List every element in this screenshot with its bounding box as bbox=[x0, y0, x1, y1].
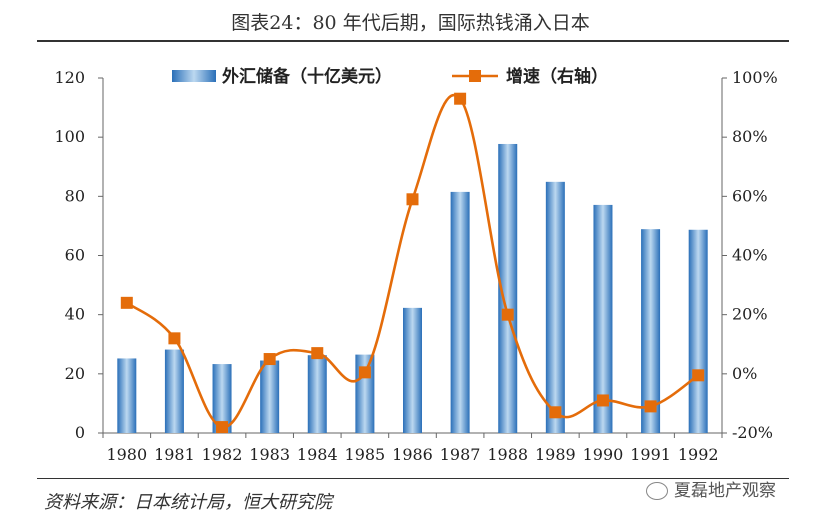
left-tick-label: 0 bbox=[75, 423, 85, 442]
x-tick-label: 1991 bbox=[630, 445, 671, 464]
line-point bbox=[358, 366, 371, 379]
bar bbox=[164, 349, 184, 433]
bar bbox=[212, 364, 232, 433]
bar bbox=[593, 204, 613, 433]
x-tick-label: 1990 bbox=[583, 445, 624, 464]
left-tick-label: 80 bbox=[65, 186, 85, 205]
line-point bbox=[644, 400, 657, 413]
x-tick-label: 1980 bbox=[106, 445, 147, 464]
x-tick-label: 1983 bbox=[249, 445, 290, 464]
bar bbox=[545, 181, 565, 433]
x-tick-label: 1987 bbox=[440, 445, 481, 464]
bar bbox=[498, 143, 518, 434]
line-point bbox=[216, 421, 229, 434]
right-tick-label: 80% bbox=[732, 127, 768, 146]
line-point bbox=[406, 193, 419, 206]
right-tick-label: 20% bbox=[732, 305, 768, 324]
right-tick-label: 40% bbox=[732, 246, 768, 265]
right-tick-label: 0% bbox=[732, 364, 757, 383]
x-tick-label: 1988 bbox=[487, 445, 528, 464]
page-title: 图表24：80 年代后期，国际热钱涌入日本 bbox=[231, 12, 590, 34]
wechat-icon bbox=[646, 482, 668, 500]
bar bbox=[307, 355, 327, 433]
line-series bbox=[120, 92, 705, 434]
right-tick-label: 60% bbox=[732, 186, 768, 205]
x-tick-label: 1992 bbox=[678, 445, 719, 464]
footer-divider bbox=[37, 478, 789, 479]
bar-series bbox=[117, 143, 708, 434]
x-tick-label: 1989 bbox=[535, 445, 576, 464]
bar bbox=[641, 229, 661, 433]
axes: 0 20 40 60 80 100 120 -20% 0% 20% 40% 60% 80% 100% 198… bbox=[54, 68, 777, 464]
x-tick-label: 1982 bbox=[202, 445, 243, 464]
line-point bbox=[120, 296, 133, 309]
legend-line-label: 增速（右轴） bbox=[506, 66, 608, 87]
bar bbox=[403, 307, 422, 433]
line-point bbox=[549, 406, 562, 419]
line-point bbox=[454, 92, 467, 105]
line-point bbox=[263, 353, 276, 366]
left-tick-label: 40 bbox=[65, 305, 85, 324]
x-tick-label: 1986 bbox=[392, 445, 433, 464]
legend-bar-label: 外汇储备（十亿美元） bbox=[222, 66, 392, 87]
bar bbox=[260, 360, 280, 433]
line-point bbox=[311, 347, 324, 360]
right-tick-label: 100% bbox=[732, 68, 778, 87]
watermark-text: 夏磊地产观察 bbox=[674, 481, 776, 501]
left-tick-label: 120 bbox=[54, 68, 85, 87]
right-tick-label: -20% bbox=[732, 423, 773, 442]
bar bbox=[688, 229, 708, 433]
title-divider bbox=[37, 40, 789, 42]
x-tick-label: 1985 bbox=[345, 445, 386, 464]
left-tick-label: 60 bbox=[65, 246, 85, 265]
bar bbox=[450, 191, 470, 433]
x-tick-label: 1984 bbox=[297, 445, 338, 464]
x-tick-label: 1981 bbox=[154, 445, 195, 464]
line-point bbox=[692, 369, 705, 382]
watermark: 夏磊地产观察 bbox=[646, 476, 776, 501]
legend-bar-swatch bbox=[172, 70, 216, 82]
line-point bbox=[501, 308, 514, 321]
left-tick-label: 100 bbox=[54, 127, 85, 146]
line-point bbox=[596, 394, 609, 407]
left-tick-label: 20 bbox=[65, 364, 85, 383]
bar bbox=[117, 358, 137, 433]
legend: 外汇储备（十亿美元） 增速（右轴） bbox=[172, 66, 608, 87]
source-note: 资料来源：日本统计局，恒大研究院 bbox=[44, 492, 332, 513]
line-point bbox=[168, 332, 181, 345]
legend-line-marker bbox=[469, 70, 481, 82]
